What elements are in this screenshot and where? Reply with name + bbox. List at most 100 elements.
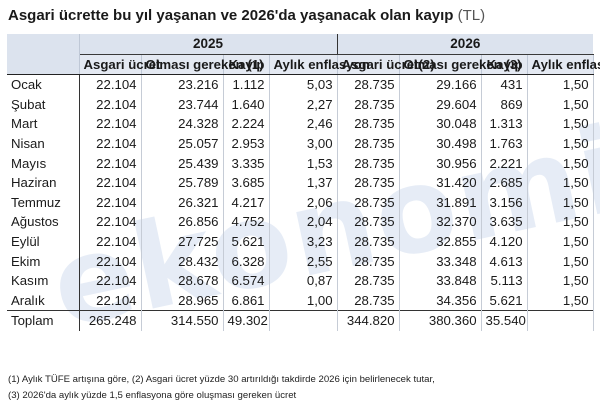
table-cell: 30.956 (399, 153, 482, 174)
table-cell: 1,50 (527, 133, 594, 154)
table-cell: 22.104 (79, 271, 142, 291)
table-cell: 4.752 (223, 212, 270, 232)
table-cell: 3,00 (269, 133, 338, 154)
table-cell: 1,50 (527, 173, 594, 193)
table-cell: 28.735 (336, 74, 400, 95)
table-cell: 22.104 (79, 251, 142, 272)
table-cell: 22.104 (79, 74, 142, 95)
table-cell: 3.635 (481, 212, 528, 232)
table-cell: 2,55 (269, 251, 338, 272)
table-cell: 49.302 (223, 310, 270, 331)
table-cell: 30.498 (399, 133, 482, 154)
table-cell: 5.621 (223, 231, 270, 252)
row-label: Ocak (7, 74, 80, 95)
wage-loss-table: 2025 2026 Asgari ücret Olması gereken (1… (7, 34, 600, 331)
row-label: Mayıs (7, 153, 80, 174)
table-cell (269, 310, 338, 331)
table-cell: 22.104 (79, 133, 142, 154)
table-cell: 3.156 (481, 192, 528, 213)
table-cell: 1,50 (527, 114, 594, 134)
table-row: Eylül 22.104 27.725 5.621 3,23 28.735 32.855 4.… (7, 231, 594, 252)
row-label: Aralık (7, 290, 80, 311)
year-header-2025: 2025 (79, 34, 338, 55)
table-cell: 31.420 (399, 173, 482, 193)
table-cell: 265.248 (79, 310, 142, 331)
table-cell: 22.104 (79, 114, 142, 134)
table-cell: 28.432 (141, 251, 224, 272)
table-row: Haziran 22.104 25.789 3.685 1,37 28.735 31.420… (7, 173, 594, 193)
column-header-row: Asgari ücret Olması gereken (1) Kayıp Ay… (7, 54, 600, 76)
table-cell: 28.735 (336, 133, 400, 154)
table-cell: 2,04 (269, 212, 338, 232)
table-cell: 6.574 (223, 271, 270, 291)
table-cell: 1.763 (481, 133, 528, 154)
table-cell: 28.735 (336, 173, 400, 193)
table-cell: 431 (481, 74, 528, 95)
table-cell: 28.735 (336, 114, 400, 134)
table-cell: 1,50 (527, 94, 594, 115)
table-row: Aralık 22.104 28.965 6.861 1,00 28.735 34.356 5… (7, 290, 594, 311)
table-row: Ekim 22.104 28.432 6.328 2,55 28.735 33.348 4.6… (7, 251, 594, 272)
table-cell: 3.335 (223, 153, 270, 174)
table-body: Ocak 22.104 23.216 1.112 5,03 28.735 29.166 431… (7, 74, 594, 331)
table-cell: 1,53 (269, 153, 338, 174)
column-header: Kayıp (223, 54, 270, 76)
row-label: Mart (7, 114, 80, 134)
table-cell: 1.640 (223, 94, 270, 115)
table-cell: 2.224 (223, 114, 270, 134)
table-cell: 5.113 (481, 271, 528, 291)
table-row: Kasım 22.104 28.678 6.574 0,87 28.735 33.848 5.… (7, 271, 594, 291)
column-header: Aylık enflasyon (269, 54, 370, 76)
table-row: Nisan 22.104 25.057 2.953 3,00 28.735 30.498 1.… (7, 133, 594, 154)
row-label: Kasım (7, 271, 80, 291)
table-cell: 28.735 (336, 271, 400, 291)
column-header: Olması gereken (3) (399, 54, 522, 76)
year-header-row: 2025 2026 (7, 34, 594, 76)
table-cell (527, 310, 594, 331)
table-cell: 1,50 (527, 271, 594, 291)
table-cell: 24.328 (141, 114, 224, 134)
table-cell: 6.328 (223, 251, 270, 272)
column-header: Kayıp (481, 54, 528, 76)
column-header: Aylık enflasyon (527, 54, 600, 76)
table-cell: 1,50 (527, 192, 594, 213)
table-cell: 23.216 (141, 74, 224, 95)
table-cell: 380.360 (399, 310, 482, 331)
table-cell: 1,50 (527, 212, 594, 232)
table-cell: 25.789 (141, 173, 224, 193)
table-cell: 25.057 (141, 133, 224, 154)
table-cell: 33.348 (399, 251, 482, 272)
table-cell: 1.112 (223, 74, 270, 95)
row-label: Eylül (7, 231, 80, 252)
table-cell: 1,00 (269, 290, 338, 311)
table-cell: 28.735 (336, 94, 400, 115)
table-title: Asgari ücrette bu yıl yaşanan ve 2026'da… (8, 7, 485, 24)
table-cell: 28.735 (336, 192, 400, 213)
table-cell: 28.965 (141, 290, 224, 311)
table-cell: 4.613 (481, 251, 528, 272)
table-cell: 3,23 (269, 231, 338, 252)
table-cell: 31.891 (399, 192, 482, 213)
row-label: Ekim (7, 251, 80, 272)
row-label: Haziran (7, 173, 80, 193)
table-row: Temmuz 22.104 26.321 4.217 2,06 28.735 31.891 3… (7, 192, 594, 213)
footnote-2: (3) 2026'da aylık yüzde 1,5 enflasyona g… (8, 390, 297, 401)
table-cell: 4.120 (481, 231, 528, 252)
table-row: Mayıs 22.104 25.439 3.335 1,53 28.735 30.956 2.… (7, 153, 594, 174)
table-cell: 869 (481, 94, 528, 115)
table-cell: 22.104 (79, 153, 142, 174)
table-cell: 28.735 (336, 153, 400, 174)
table-cell: 28.735 (336, 290, 400, 311)
table-cell: 2,27 (269, 94, 338, 115)
table-cell: 344.820 (336, 310, 400, 331)
table-cell: 29.166 (399, 74, 482, 95)
table-cell: 28.735 (336, 251, 400, 272)
table-cell: 6.861 (223, 290, 270, 311)
table-cell: 26.856 (141, 212, 224, 232)
table-cell: 22.104 (79, 212, 142, 232)
table-cell: 4.217 (223, 192, 270, 213)
table-cell: 5.621 (481, 290, 528, 311)
table-row: Ağustos 22.104 26.856 4.752 2,04 28.735 32.370… (7, 212, 594, 232)
title-text: Asgari ücrette bu yıl yaşanan ve 2026'da… (8, 7, 454, 24)
row-label: Şubat (7, 94, 80, 115)
